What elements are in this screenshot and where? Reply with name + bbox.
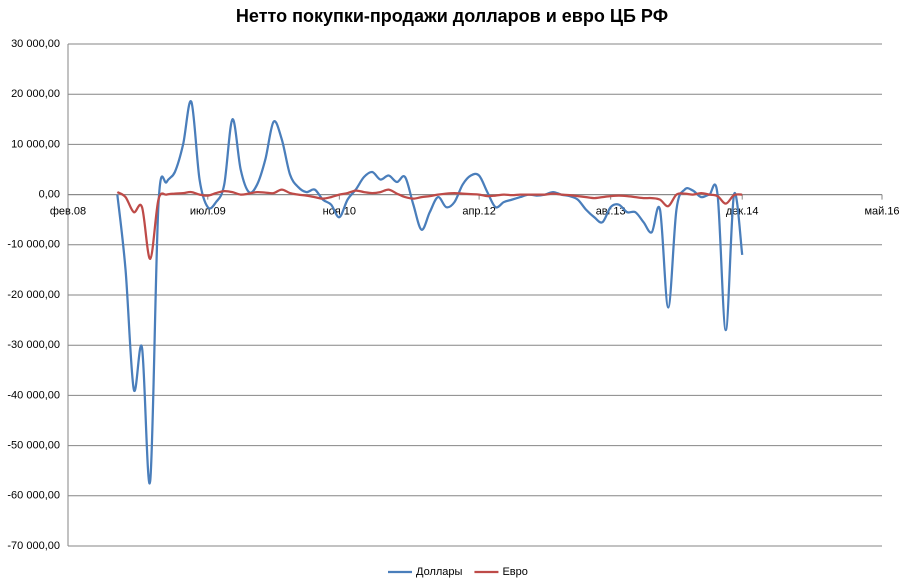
x-tick-label: июл.09 bbox=[190, 206, 226, 218]
y-tick-label: 10 000,00 bbox=[11, 138, 60, 150]
y-tick-label: 0,00 bbox=[39, 189, 60, 201]
y-tick-label: -50 000,00 bbox=[7, 440, 60, 452]
line-series bbox=[116, 188, 743, 260]
y-tick-label: -20 000,00 bbox=[7, 289, 60, 301]
line-series bbox=[116, 100, 744, 485]
x-tick-label: апр.12 bbox=[462, 206, 495, 218]
y-tick-label: 20 000,00 bbox=[11, 88, 60, 100]
y-tick-label: -10 000,00 bbox=[7, 239, 60, 251]
legend-label: Евро bbox=[502, 566, 527, 578]
y-tick-label: -30 000,00 bbox=[7, 339, 60, 351]
x-tick-label: дек.14 bbox=[726, 206, 759, 218]
y-tick-label: 30 000,00 bbox=[11, 38, 60, 50]
x-tick-label: авг.13 bbox=[596, 206, 626, 218]
y-tick-label: -70 000,00 bbox=[7, 540, 60, 552]
x-tick-label: фев.08 bbox=[50, 206, 86, 218]
chart-title: Нетто покупки-продажи долларов и евро ЦБ… bbox=[236, 6, 668, 26]
y-tick-label: -60 000,00 bbox=[7, 490, 60, 502]
y-tick-label: -40 000,00 bbox=[7, 389, 60, 401]
x-tick-label: май.16 bbox=[864, 206, 899, 218]
x-tick-label: ноя.10 bbox=[323, 206, 356, 218]
legend-label: Доллары bbox=[416, 566, 463, 578]
